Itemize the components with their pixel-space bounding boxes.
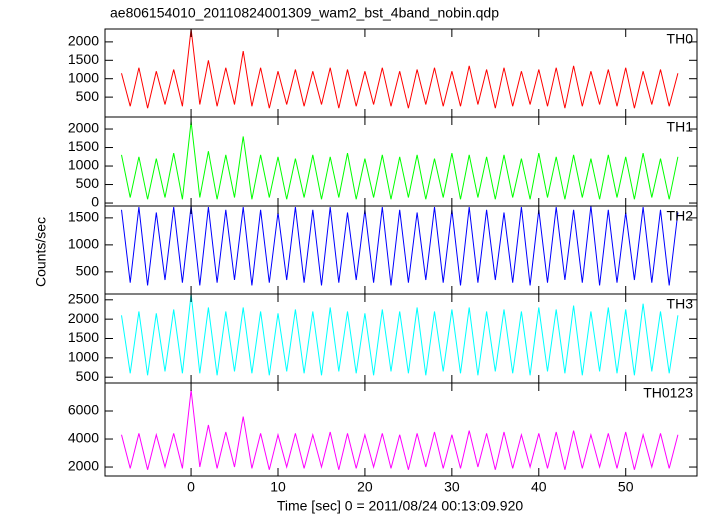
x-tick-label: 40 xyxy=(531,479,547,495)
x-tick-label: 30 xyxy=(444,479,460,495)
y-tick-label: 4000 xyxy=(68,430,99,446)
y-tick-label: 1500 xyxy=(68,51,99,67)
y-tick-label: 2000 xyxy=(68,33,99,49)
y-tick-label: 6000 xyxy=(68,402,99,418)
x-tick-label: 0 xyxy=(187,479,195,495)
panel-label: TH2 xyxy=(667,208,694,224)
x-tick-label: 20 xyxy=(357,479,373,495)
y-tick-label: 1000 xyxy=(68,349,99,365)
y-tick-label: 500 xyxy=(76,175,100,191)
x-tick-label: 10 xyxy=(270,479,286,495)
panel-frame xyxy=(104,28,698,118)
y-tick-label: 1000 xyxy=(68,236,99,252)
light-curve xyxy=(121,206,679,286)
panel-frame xyxy=(104,382,698,477)
y-tick-label: 1000 xyxy=(68,69,99,85)
light-curve xyxy=(121,29,679,109)
y-tick-label: 1500 xyxy=(68,329,99,345)
panel-frame xyxy=(104,293,698,384)
panel-label: TH0123 xyxy=(643,385,693,401)
y-axis-label: Counts/sec xyxy=(33,217,49,287)
x-axis-label: Time [sec] 0 = 2011/08/24 00:13:09.920 xyxy=(277,498,524,514)
y-tick-label: 2000 xyxy=(68,310,99,326)
light-curve xyxy=(121,294,679,376)
y-tick-label: 2000 xyxy=(68,120,99,136)
y-tick-label: 1500 xyxy=(68,209,99,225)
y-tick-label: 2500 xyxy=(68,291,99,307)
x-tick-label: 50 xyxy=(618,479,634,495)
y-tick-label: 1500 xyxy=(68,138,99,154)
chart-title: ae806154010_20110824001309_wam2_bst_4ban… xyxy=(110,5,499,21)
y-tick-label: 2000 xyxy=(68,458,99,474)
y-tick-label: 0 xyxy=(91,194,99,210)
y-tick-label: 500 xyxy=(76,88,100,104)
light-curve xyxy=(121,121,679,200)
y-tick-label: 1000 xyxy=(68,157,99,173)
y-tick-label: 500 xyxy=(76,368,100,384)
y-tick-label: 500 xyxy=(76,263,100,279)
panel-label: TH0 xyxy=(667,31,694,47)
panel-label: TH3 xyxy=(667,296,694,312)
light-curve xyxy=(121,389,679,470)
panel-label: TH1 xyxy=(667,119,694,135)
